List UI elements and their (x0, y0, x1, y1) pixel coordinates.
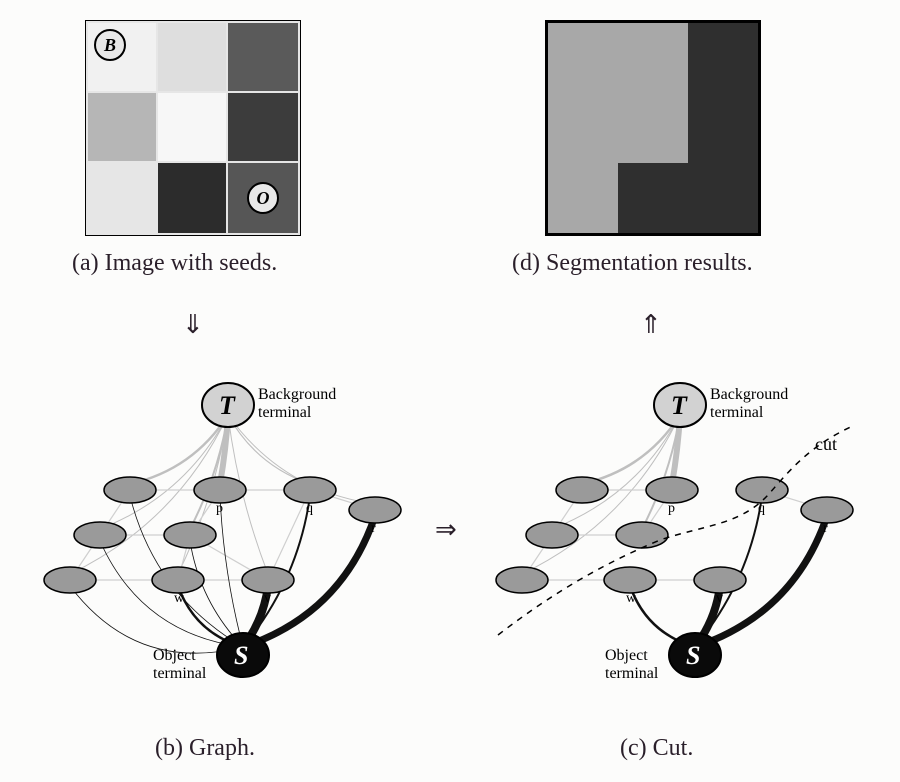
pixel-node (616, 522, 668, 548)
n-link (268, 490, 310, 580)
terminal-s-caption1: Object (153, 647, 196, 664)
pixel-node (646, 477, 698, 503)
pixel-node (801, 497, 853, 523)
pixel-node (496, 567, 548, 593)
pixel-node (44, 567, 96, 593)
pixel-node-label: p (668, 501, 675, 516)
grid-cell (158, 163, 228, 233)
caption-b: (b) Graph. (155, 735, 255, 762)
terminal-s-label: S (234, 641, 248, 670)
caption-a: (a) Image with seeds. (72, 250, 277, 277)
arrow-down-icon: ⇓ (182, 310, 204, 340)
terminal-s-caption1: Object (605, 647, 648, 664)
pixel-node (349, 497, 401, 523)
result-cell (618, 23, 688, 93)
pixel-node-label: q (306, 501, 313, 516)
result-cell (548, 163, 618, 233)
graph-svg: pqrwvTBackgroundterminalSObjectterminal (38, 370, 418, 700)
caption-c: (c) Cut. (620, 735, 693, 762)
terminal-t-caption1: Background (258, 386, 336, 403)
pixel-node (694, 567, 746, 593)
result-cell (548, 23, 618, 93)
result-cell (688, 93, 758, 163)
s-link (70, 586, 243, 653)
terminal-t-caption1: Background (710, 386, 788, 403)
grid-cell (88, 163, 158, 233)
result-cell (618, 93, 688, 163)
result-cell (688, 163, 758, 233)
pixel-node (152, 567, 204, 593)
pixel-node (104, 477, 156, 503)
pixel-node (526, 522, 578, 548)
result-cell (688, 23, 758, 93)
pixel-node-label: v (716, 591, 723, 606)
grid-cell (158, 93, 228, 163)
result-cell (618, 163, 688, 233)
pixel-node-label: v (264, 591, 271, 606)
pixel-node (556, 477, 608, 503)
terminal-s-caption2: terminal (153, 665, 207, 682)
terminal-t-label: T (671, 391, 688, 420)
pixel-node-label: r (823, 521, 828, 536)
grid-cell (88, 93, 158, 163)
pixel-node (242, 567, 294, 593)
result-cell (548, 93, 618, 163)
graph-svg: pqrwvTBackgroundterminalSObjectterminalc… (490, 370, 870, 700)
caption-d: (d) Segmentation results. (512, 250, 753, 277)
grid-cell (228, 23, 298, 93)
pixel-node-label: q (758, 501, 765, 516)
cut-label: cut (815, 434, 837, 454)
pixel-node-label: p (216, 501, 223, 516)
panel-d-result (545, 20, 761, 236)
seed-badge-b: B (94, 29, 126, 61)
arrow-up-icon: ⇑ (640, 310, 662, 340)
terminal-t-caption2: terminal (258, 404, 312, 421)
pixel-node (74, 522, 126, 548)
figure-graphcut: BO (a) Image with seeds. (d) Segmentatio… (0, 0, 900, 782)
pixel-node (164, 522, 216, 548)
panel-a-grid: BO (85, 20, 301, 236)
grid-cell: B (88, 23, 158, 93)
s-link (100, 541, 243, 647)
terminal-s-label: S (686, 641, 700, 670)
pixel-node (194, 477, 246, 503)
terminal-t-label: T (219, 391, 236, 420)
terminal-s-caption2: terminal (605, 665, 659, 682)
s-link (220, 496, 243, 647)
pixel-node-label: w (174, 591, 185, 606)
seed-badge-o: O (247, 182, 279, 214)
terminal-t-caption2: terminal (710, 404, 764, 421)
pixel-node (604, 567, 656, 593)
pixel-node (284, 477, 336, 503)
arrow-right-icon: ⇒ (435, 515, 457, 545)
pixel-node-label: w (626, 591, 637, 606)
grid-cell: O (228, 163, 298, 233)
panel-c-cut: pqrwvTBackgroundterminalSObjectterminalc… (490, 370, 870, 700)
s-link (190, 541, 243, 647)
pixel-node-label: r (371, 521, 376, 536)
grid-cell (158, 23, 228, 93)
panel-b-graph: pqrwvTBackgroundterminalSObjectterminal (38, 370, 418, 700)
grid-cell (228, 93, 298, 163)
